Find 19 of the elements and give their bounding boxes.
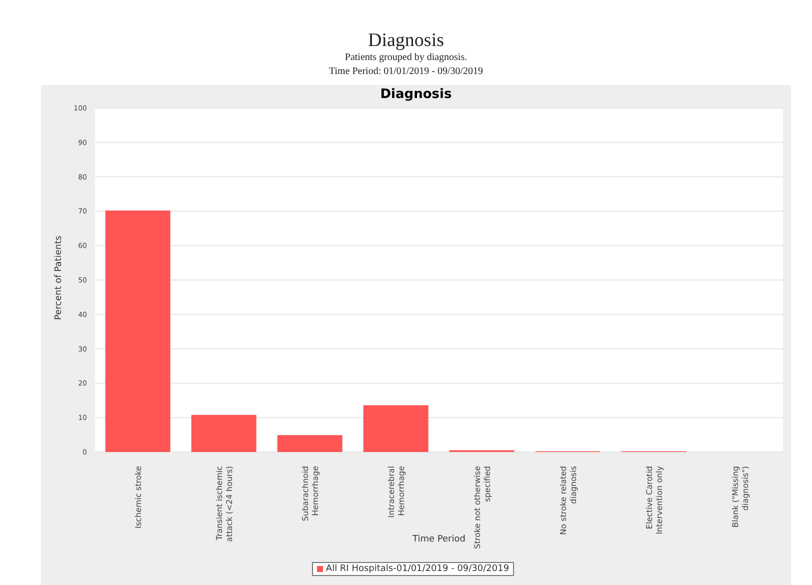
- x-axis-title: Time Period: [412, 534, 466, 544]
- x-tick-label: Intracerebral Hemorrhage: [387, 466, 406, 518]
- bar: [191, 414, 256, 452]
- x-tick-label: Subarachnoid Hemorrhage: [301, 466, 320, 522]
- x-tick-label: Elective Carotid Intervention only: [645, 466, 664, 534]
- x-tick-label: Stroke not otherwise specified: [473, 466, 492, 549]
- y-axis-title: Percent of Patients: [54, 235, 64, 320]
- x-tick-label: Transient ischemic attack (<24 hours): [215, 466, 234, 542]
- legend-label: All RI Hospitals-01/01/2019 - 09/30/2019: [324, 564, 510, 574]
- bar: [277, 435, 342, 452]
- bar: [363, 405, 428, 452]
- x-tick-label: No stroke related diagnosis: [559, 466, 578, 535]
- x-tick-label: Ischemic stroke: [134, 466, 143, 528]
- chart-subtitle: Patients grouped by diagnosis.: [344, 52, 468, 63]
- text: Diagnosis: [379, 87, 453, 102]
- x-tick-label: Blank ("Missing diagnosis"): [731, 466, 750, 528]
- bar: [105, 210, 170, 452]
- chart-title: Diagnosis: [367, 30, 445, 52]
- text: Time Period: 01/01/2019 - 09/30/2019: [328, 66, 484, 77]
